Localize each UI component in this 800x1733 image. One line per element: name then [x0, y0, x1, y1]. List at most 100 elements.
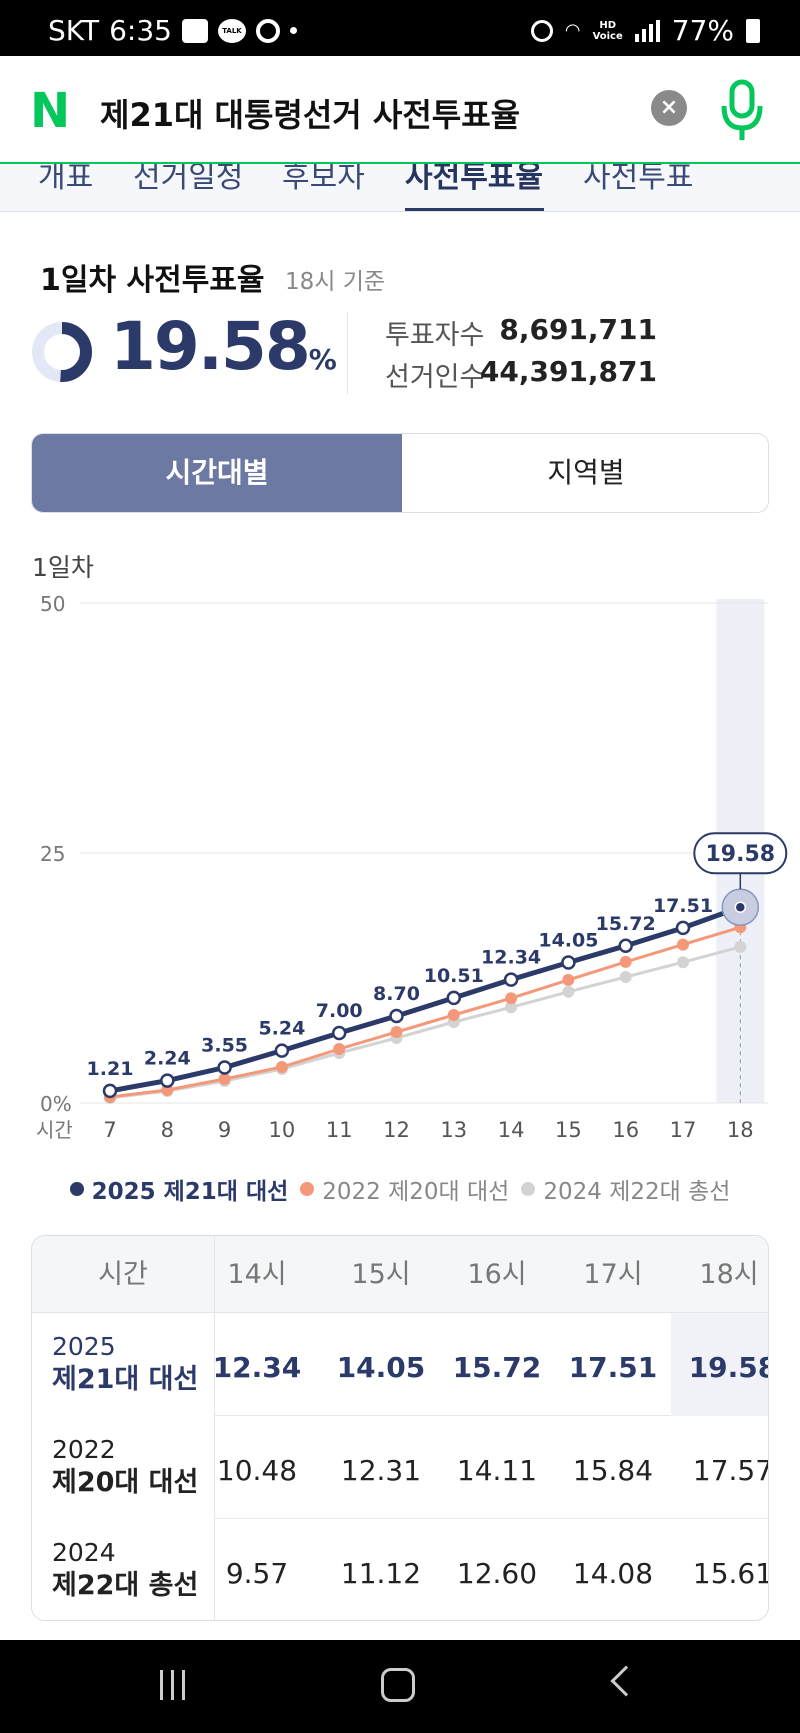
x-tick-label: 9	[218, 1118, 231, 1142]
series-line-1	[109, 925, 741, 1099]
carrier-label: SKT	[48, 14, 100, 47]
series-line-0	[109, 904, 742, 1094]
turnout-rate-value: 19.58	[110, 308, 311, 385]
data-label: 7.00	[316, 1000, 363, 1022]
table-header: 시간 14시 15시 16시 17시 18시	[32, 1236, 768, 1313]
data-point	[333, 1043, 346, 1055]
tab-early-voting[interactable]: 사전투표	[583, 164, 694, 195]
voters-value: 8,691,711	[499, 313, 657, 346]
table-cell: 9.57	[225, 1557, 289, 1590]
legend-item: 2024 제22대 총선	[521, 1172, 730, 1206]
table-cell: 12.60	[456, 1557, 538, 1590]
clear-search-button[interactable]: ×	[651, 90, 687, 126]
tab-overview[interactable]: 개표	[38, 164, 94, 195]
turnout-title: 1일차 사전투표율	[40, 263, 265, 298]
table-header-column: 15시	[351, 1259, 411, 1290]
tab-schedule[interactable]: 선거일정	[133, 164, 244, 195]
y-tick-label: 0%	[40, 1092, 72, 1116]
table-cell: 14.11	[456, 1454, 538, 1487]
row-year: 2025	[52, 1332, 116, 1361]
data-label: 5.24	[258, 1018, 305, 1040]
home-button[interactable]	[381, 1668, 415, 1702]
hd-voice-icon: HD Voice	[592, 19, 623, 42]
divider	[347, 312, 348, 394]
recents-button[interactable]	[160, 1670, 185, 1700]
by-region-button[interactable]: 지역별	[547, 456, 625, 489]
data-point	[389, 1008, 404, 1024]
microphone-icon[interactable]	[720, 78, 764, 142]
turnout-rate: 19.58%	[110, 308, 337, 385]
x-tick-label: 12	[383, 1118, 410, 1142]
data-point	[446, 990, 462, 1006]
x-tick-label: 8	[161, 1118, 174, 1142]
x-tick-label: 14	[498, 1118, 525, 1142]
table-cell: 14.08	[572, 1557, 654, 1590]
data-point	[562, 973, 575, 986]
data-point	[562, 985, 575, 998]
data-point	[677, 956, 689, 969]
more-notifications-dot-icon	[289, 27, 297, 34]
turnout-line-chart: 0% 25 50 시간 7 8 9 10 11 12 13 14 15 16 17 18 1.21 2.24 3.5…	[36, 592, 788, 1142]
legend-item: 2022 제20대 대선	[300, 1172, 509, 1206]
row-election-name: 제20대 대선	[52, 1467, 199, 1498]
battery-percent: 77%	[671, 14, 734, 47]
data-point	[160, 1073, 175, 1088]
y-tick-label: 50	[40, 592, 65, 616]
legend-dot-icon	[300, 1182, 315, 1196]
data-label: 15.72	[596, 913, 656, 935]
data-point	[217, 1060, 232, 1075]
data-label: 12.34	[481, 947, 541, 969]
x-tick-label: 11	[326, 1118, 353, 1142]
tooltip-box	[693, 832, 788, 875]
legend-item: 2025 제21대 대선	[69, 1172, 289, 1206]
data-label: 14.05	[538, 930, 598, 952]
table-header-column: 14시	[227, 1259, 287, 1290]
data-label: 2.24	[144, 1048, 191, 1070]
table-cell: 14.05	[336, 1351, 426, 1384]
turnout-donut-icon	[32, 322, 92, 382]
status-bar: SKT 6:35 TALK ◠ HD Voice 77%	[0, 0, 800, 56]
table-cell: 17.51	[568, 1351, 658, 1384]
search-app-icon	[255, 18, 280, 43]
by-time-button[interactable]: 시간대별	[32, 434, 402, 512]
system-nav-bar	[0, 1640, 800, 1733]
x-tick-label: 17	[670, 1118, 697, 1142]
tab-bar: 개표 선거일정 후보자 사전투표율 사전투표	[0, 164, 800, 212]
table-cell: 12.31	[340, 1454, 422, 1487]
data-point	[331, 1025, 347, 1041]
series-line-2	[109, 945, 741, 1100]
row-year: 2022	[52, 1435, 116, 1464]
table-cell: 15.84	[572, 1454, 654, 1487]
turnout-table: 시간 14시 15시 16시 17시 18시 2025 제21대 대선 12.34 14.05…	[31, 1235, 769, 1621]
x-axis-unit-label: 시간	[36, 1118, 73, 1142]
turnout-rate-unit: %	[308, 343, 337, 376]
tab-candidates[interactable]: 후보자	[282, 164, 365, 195]
table-cell: 19.58	[671, 1313, 768, 1416]
row-label: 2024 제22대 총선	[32, 1519, 215, 1620]
data-point	[447, 1009, 460, 1021]
search-bar: N 제21대 대통령선거 사전투표율 ×	[0, 56, 800, 164]
tab-early-turnout[interactable]: 사전투표율	[405, 164, 543, 195]
legend-label: 2022 제20대 대선	[322, 1179, 510, 1205]
wifi-icon: ◠	[564, 20, 581, 41]
table-header-column: 18시	[699, 1259, 759, 1290]
table-cell: 17.57	[692, 1454, 769, 1487]
table-row: 2025 제21대 대선 12.34 14.05 15.72 17.51 19.58	[32, 1313, 768, 1416]
back-button[interactable]	[610, 1665, 642, 1697]
data-point	[734, 940, 747, 953]
data-point	[505, 992, 518, 1005]
search-query[interactable]: 제21대 대통령선거 사전투표율	[100, 96, 521, 134]
data-point	[619, 955, 632, 968]
naver-logo[interactable]: N	[30, 83, 71, 139]
table-header-column: 17시	[583, 1259, 643, 1290]
y-tick-label: 25	[40, 842, 65, 866]
tooltip-value: 19.58	[706, 842, 776, 867]
turnout-basis: 18시 기준	[285, 269, 386, 295]
x-tick-label: 15	[555, 1118, 582, 1142]
legend-label: 2025 제21대 대선	[91, 1179, 289, 1205]
battery-icon	[746, 18, 760, 43]
alarm-icon	[530, 19, 553, 42]
notification-icon	[181, 18, 208, 43]
table-cell: 10.48	[216, 1454, 298, 1487]
table-row: 2022 제20대 대선 10.48 12.31 14.11 15.84 17.57	[32, 1416, 769, 1519]
